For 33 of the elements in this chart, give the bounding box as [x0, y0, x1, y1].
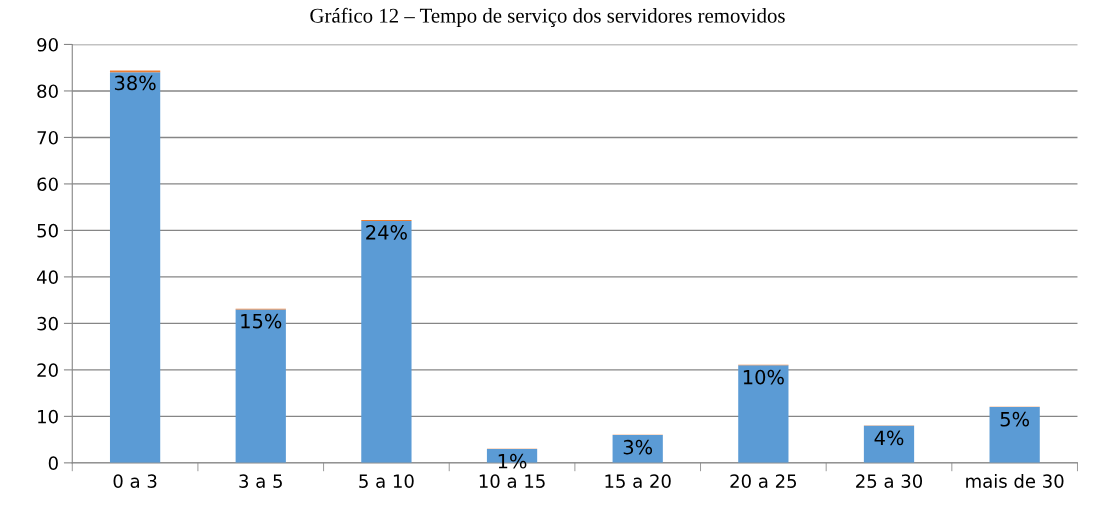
y-tick-label: 0 [48, 456, 58, 470]
bar [612, 434, 663, 463]
data-label: 24% [366, 224, 407, 240]
x-tick-label: 20 a 25 [730, 474, 797, 488]
x-tick-label: 5 a 10 [359, 474, 414, 488]
chart-title: Gráfico 12 – Tempo de serviço dos servidores removidos [310, 7, 785, 27]
y-tick-label: 20 [37, 363, 58, 377]
x-tick-label: 10 a 15 [479, 474, 545, 488]
data-label: 5% [1000, 411, 1029, 427]
y-tick-label: 70 [37, 130, 58, 145]
y-tick-label: 30 [37, 316, 58, 331]
y-tick-label: 10 [38, 409, 58, 424]
x-tick-label: 15 a 20 [605, 474, 671, 488]
bar [235, 309, 286, 463]
y-tick-label: 80 [37, 84, 58, 99]
bar [361, 221, 412, 463]
bar [109, 72, 161, 463]
y-tick-label: 40 [36, 270, 58, 285]
bar [863, 425, 915, 463]
x-tick-label: mais de 30 [966, 473, 1064, 488]
data-label: 4% [874, 430, 904, 446]
data-label: 10% [743, 369, 784, 385]
y-tick-label: 90 [37, 37, 58, 52]
data-label: 3% [623, 439, 653, 455]
bar [989, 407, 1040, 463]
bar [738, 365, 789, 463]
data-label: 15% [241, 313, 282, 329]
y-tick-label: 60 [37, 177, 58, 192]
x-tick-label: 3 a 5 [239, 474, 282, 488]
data-label: 38% [114, 75, 156, 91]
y-tick-label: 50 [37, 223, 58, 238]
x-tick-label: 0 a 3 [113, 474, 157, 488]
x-tick-label: 25 a 30 [856, 474, 923, 488]
